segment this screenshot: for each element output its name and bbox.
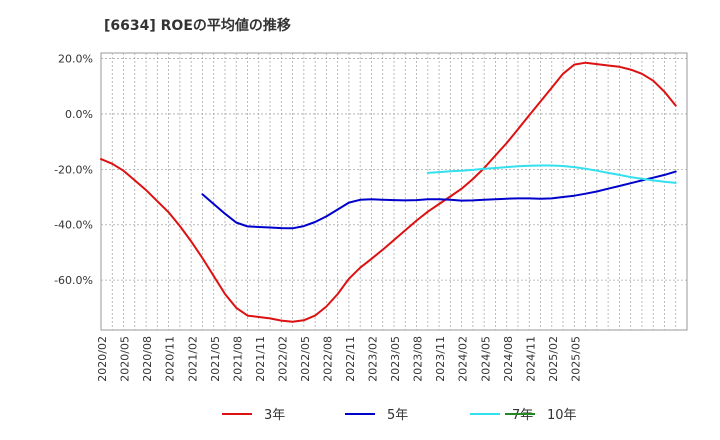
series-line-1	[201, 170, 677, 230]
x-tick-label: 2022/05	[299, 336, 312, 382]
y-tick-label: -20.0%	[54, 163, 93, 176]
y-tick-label: -60.0%	[54, 274, 93, 287]
x-tick-label: 2024/05	[479, 336, 492, 382]
grid-lines	[101, 53, 687, 330]
y-tick-label: -40.0%	[54, 219, 93, 232]
x-tick-label: 2021/08	[231, 336, 244, 382]
y-axis-ticks: 20.0% 0.0% -20.0% -40.0% -60.0%	[54, 53, 93, 288]
x-tick-label: 2023/02	[367, 336, 380, 382]
y-tick-label: 0.0%	[65, 108, 93, 121]
x-tick-label: 2021/11	[254, 336, 267, 382]
legend-label-2: 7年	[512, 408, 533, 423]
x-tick-label: 2022/11	[344, 336, 357, 382]
x-tick-label: 2023/05	[389, 336, 402, 382]
legend: 3年 5年 7年 10年	[222, 408, 577, 423]
x-tick-label: 2024/08	[502, 336, 515, 382]
y-tick-label: 20.0%	[58, 53, 93, 66]
x-tick-label: 2021/05	[209, 336, 222, 382]
series-line-0	[100, 61, 677, 323]
x-tick-label: 2021/02	[186, 336, 199, 382]
chart-title: [6634] ROEの平均値の推移	[104, 17, 291, 34]
x-tick-label: 2024/02	[457, 336, 470, 382]
x-tick-label: 2020/02	[96, 336, 109, 382]
plot-area	[100, 52, 688, 331]
series-line-2	[426, 164, 677, 184]
x-tick-label: 2020/05	[119, 336, 132, 382]
x-tick-label: 2023/11	[434, 336, 447, 382]
x-axis-ticks: 2020/02 2020/05 2020/08 2020/11 2021/02 2021/…	[96, 336, 582, 382]
legend-label-3: 10年	[547, 408, 577, 423]
x-tick-label: 2025/02	[547, 336, 560, 382]
x-tick-label: 2025/05	[569, 336, 582, 382]
x-tick-label: 2022/08	[322, 336, 335, 382]
x-tick-label: 2020/08	[141, 336, 154, 382]
legend-label-1: 5年	[387, 408, 408, 423]
series-lines	[100, 61, 677, 323]
x-tick-label: 2022/02	[276, 336, 289, 382]
x-tick-label: 2020/11	[164, 336, 177, 382]
x-tick-label: 2024/11	[524, 336, 537, 382]
legend-label-0: 3年	[264, 408, 285, 423]
x-tick-label: 2023/08	[412, 336, 425, 382]
